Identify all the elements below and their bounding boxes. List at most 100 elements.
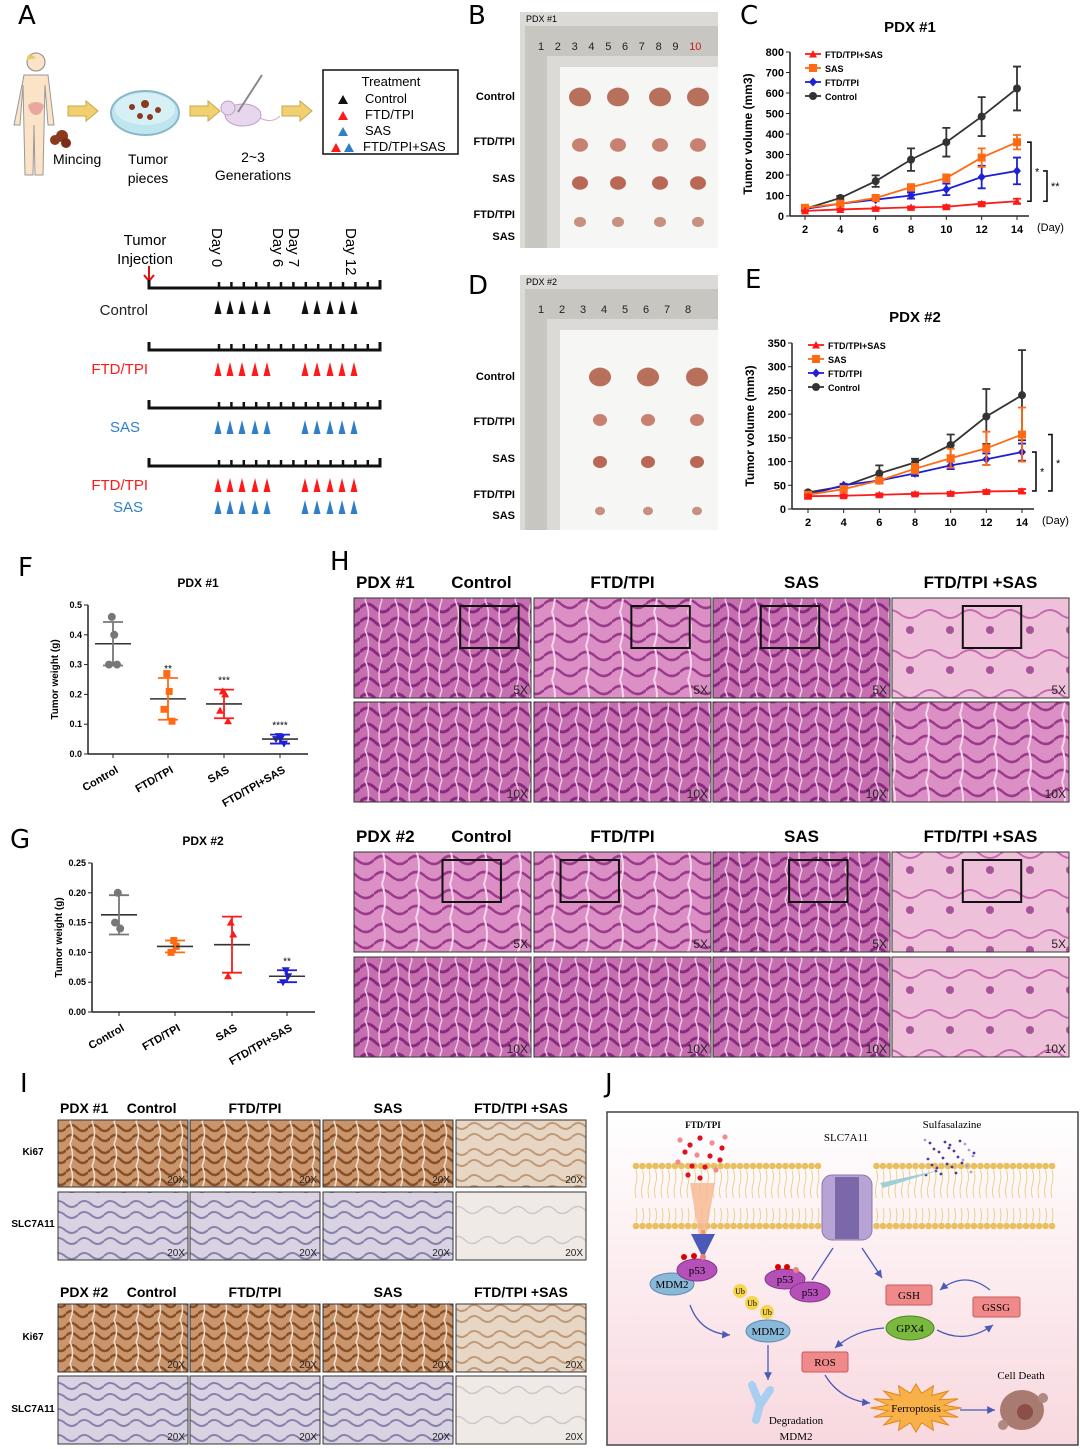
lipid-head [1048,1222,1056,1230]
column-header: FTD/TPI [590,827,654,846]
timeline-axis [147,342,382,352]
drug-particle [956,1155,960,1159]
treatment-triangle-icon [338,300,346,314]
magnification-label: 5X [513,937,528,951]
lipid-head [639,1222,646,1230]
treatment-triangle-icon [263,420,271,434]
ruler-number: 5 [622,304,628,316]
mdm2-label: MDM2 [655,1279,688,1291]
x-tick-label: 2 [805,517,811,529]
data-point [165,687,173,695]
data-point [224,972,232,980]
lipid-head [977,1222,984,1230]
x-tick-label: 10 [945,517,957,529]
lipid-head [938,1162,945,1170]
lipid-tail [1044,1169,1047,1223]
y-tick-label: 0.3 [69,660,82,670]
degraded-mdm2-icon [748,1381,774,1424]
lipid-tail [725,1169,729,1223]
y-tick-label: 100 [768,457,786,469]
drug-particle [935,1166,939,1170]
drug-particle [961,1158,965,1162]
ruler-side [525,319,547,530]
x-tick-label: 12 [980,517,992,529]
data-point [168,717,176,725]
cell-death-label: Cell Death [997,1370,1045,1382]
step-label: Tumor [128,151,168,167]
lipid-tail [992,1169,995,1223]
column-header: Control [451,573,511,592]
y-tick-label: 300 [766,150,784,162]
marker-circle [1018,391,1026,400]
marker-square [907,183,915,192]
x-tick-label: 2 [802,224,808,236]
tumor-sample [610,176,626,190]
lipid-head [912,1222,919,1230]
magnification-label: 20X [432,1248,450,1259]
lipid-tail [745,1169,748,1223]
treatment-triangle-icon [301,420,309,434]
tumor-sample [610,138,626,152]
gsh-label: GSH [898,1290,920,1302]
ruler-number: 1 [538,41,544,53]
tumor-sample [569,87,591,107]
panel-d-tumor-photo: PDX #2 1 2 3 4 5 6 7 8 Control FTD/TPI SAS FTD/TPI SA… [473,275,718,530]
marker-square [875,476,884,485]
drug-particle [969,1170,973,1174]
lipid-head [892,1162,900,1170]
drug-particle [719,1145,725,1151]
marker-square [911,464,919,473]
slc7a11-label: SLC7A11 [824,1132,868,1144]
lipid-head [736,1162,744,1170]
x-axis-label: (Day) [1042,515,1069,527]
tumor-sample [612,216,624,228]
day-label: Day 6 [269,228,286,267]
zoom-region-box [961,605,1023,649]
magnification-label: 20X [432,1360,450,1371]
column-header: FTD/TPI +SAS [924,827,1038,846]
y-tick-label: 800 [766,47,784,59]
magnification-label: 20X [167,1248,185,1259]
lipid-head [957,1222,965,1230]
lipid-tail [894,1169,898,1223]
lipid-tail [946,1169,950,1223]
panel-i-ihc-staining: PDX #1 Control FTD/TPI SAS FTD/TPI +SAS 20X 20… [11,1100,587,1445]
lipid-tail [803,1169,807,1223]
lipid-tail [1024,1169,1028,1223]
data-point [224,717,232,725]
y-tick-label: 150 [768,433,786,445]
lipid-tail [933,1169,937,1223]
lipid-head [788,1162,796,1170]
significance-bracket [1027,141,1032,203]
lipid-tail [641,1169,644,1223]
timeline-axis [147,458,382,468]
column-header: SAS [784,573,819,592]
lipid-tail [764,1169,768,1223]
timeline-axis [147,280,382,290]
column-header: SAS [374,1284,403,1300]
lipid-head [788,1222,796,1230]
drug-particle [972,1151,976,1155]
magnification-label: 20X [167,1360,185,1371]
lipid-tail [959,1169,963,1223]
row-label: SLC7A11 [11,1219,55,1230]
significance-bracket [1043,170,1048,203]
magnification-label: 20X [167,1432,185,1443]
tumor-sample [593,456,607,468]
marker-triangle [809,50,817,58]
lipid-head [983,1222,991,1230]
lipid-head [1035,1162,1043,1170]
significance-label: *** [218,676,230,687]
zoom-region-box [788,859,849,903]
drug-particle [945,1162,949,1166]
lipid-head [769,1162,776,1170]
marker-diamond [942,184,951,194]
zoom-region-box [759,605,821,649]
lipid-head [665,1222,672,1230]
ruler-number: 5 [605,41,611,53]
step-label: Mincing [53,151,101,167]
x-tick-label: Control [87,1022,127,1052]
micrograph-image [353,701,532,803]
column-header: Control [127,1284,177,1300]
legend-label: FTD/TPI [828,369,862,379]
